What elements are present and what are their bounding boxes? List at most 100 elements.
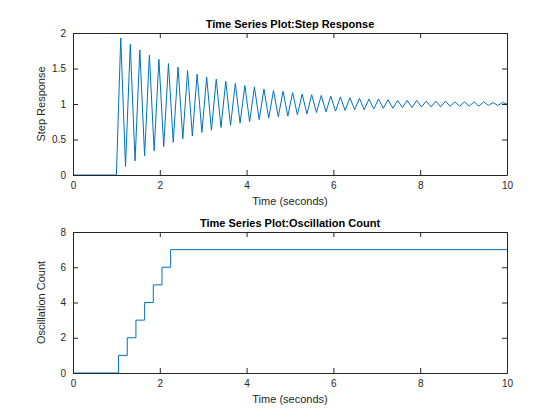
tick (502, 373, 507, 374)
tick (420, 232, 421, 237)
tick-mark (73, 140, 78, 141)
tick-mark (502, 69, 507, 70)
tick-mark (420, 33, 421, 38)
tick-label: 4 (60, 297, 66, 308)
plot-area (73, 33, 507, 175)
tick (502, 338, 507, 339)
tick: 1 (60, 99, 78, 110)
series-line (73, 38, 507, 175)
plot-area (73, 232, 507, 373)
tick-mark (502, 338, 507, 339)
x-axis-label: Time (seconds) (252, 393, 327, 405)
tick-mark (160, 232, 161, 237)
axis (502, 233, 508, 374)
tick: 0 (60, 368, 78, 379)
tick-label: 2 (60, 28, 66, 39)
tick (333, 232, 334, 237)
tick-mark (247, 170, 248, 175)
y-axis-label: Step Response (35, 66, 47, 141)
tick-label: 8 (60, 227, 66, 238)
tick: 6 (331, 170, 337, 191)
tick-label: 0 (60, 170, 66, 181)
tick-mark (73, 373, 78, 374)
y-axis-label: Oscillation Count (35, 261, 47, 344)
tick-mark (333, 170, 334, 175)
tick-mark (73, 232, 74, 237)
tick (502, 69, 507, 70)
tick (502, 104, 507, 105)
tick: 0.5 (52, 134, 78, 145)
tick-mark (247, 368, 248, 373)
tick-label: 8 (418, 378, 424, 389)
tick: 4 (60, 297, 78, 308)
tick (160, 232, 161, 237)
tick-label: 0 (60, 368, 66, 379)
tick (333, 33, 334, 38)
tick-mark (73, 175, 78, 176)
tick-mark (247, 33, 248, 38)
tick-label: 2 (158, 180, 164, 191)
tick: 4 (244, 368, 250, 389)
tick-label: 1 (60, 99, 66, 110)
axis (74, 33, 508, 38)
axis: 0246810 (71, 368, 514, 389)
tick-label: 6 (331, 180, 337, 191)
tick-label: 0 (71, 180, 77, 191)
tick-mark (502, 232, 507, 233)
tick (73, 33, 74, 38)
tick-mark (160, 170, 161, 175)
tick-mark (73, 33, 74, 38)
tick (247, 33, 248, 38)
tick-mark (502, 140, 507, 141)
tick (502, 303, 507, 304)
axis: 0 2 4 6 8 (60, 227, 78, 379)
tick-label: 4 (244, 378, 250, 389)
tick-mark (73, 338, 78, 339)
tick: 8 (418, 368, 424, 389)
tick-label: 2 (158, 378, 164, 389)
tick-label: 8 (418, 180, 424, 191)
axis-line (74, 232, 508, 233)
tick-mark (160, 368, 161, 373)
tick-mark (333, 368, 334, 373)
series-line (73, 250, 507, 373)
tick-mark (420, 170, 421, 175)
tick: 1.5 (52, 63, 78, 74)
tick (502, 33, 507, 34)
tick-mark (333, 232, 334, 237)
axis: 0 0.5 1 1.5 2 (52, 28, 78, 181)
axis-line (74, 373, 508, 374)
plot-data (73, 250, 507, 373)
plot-data (73, 38, 507, 175)
tick-label: 0.5 (52, 134, 66, 145)
tick-mark (73, 69, 78, 70)
tick (420, 33, 421, 38)
tick: 4 (244, 170, 250, 191)
tick-label: 6 (60, 262, 66, 273)
tick: 6 (60, 262, 78, 273)
tick: 0 (60, 170, 78, 181)
tick-label: 1.5 (52, 63, 66, 74)
tick-mark (502, 33, 507, 34)
tick (502, 232, 507, 233)
tick: 2 (158, 368, 164, 389)
subplot: 024681000.511.52Time Series Plot:Step Re… (35, 18, 513, 207)
tick-label: 10 (502, 180, 514, 191)
tick-mark (502, 175, 507, 176)
tick-label: 6 (331, 378, 337, 389)
tick-mark (420, 368, 421, 373)
tick (160, 33, 161, 38)
tick-label: 0 (71, 378, 77, 389)
tick: 8 (418, 170, 424, 191)
tick-mark (247, 232, 248, 237)
tick-mark (502, 267, 507, 268)
tick-label: 4 (244, 180, 250, 191)
tick (247, 232, 248, 237)
tick: 2 (60, 332, 78, 343)
axis (74, 232, 508, 237)
tick (73, 232, 74, 237)
axis-line (507, 233, 508, 374)
tick-mark (502, 303, 507, 304)
tick: 6 (331, 368, 337, 389)
tick-mark (160, 33, 161, 38)
